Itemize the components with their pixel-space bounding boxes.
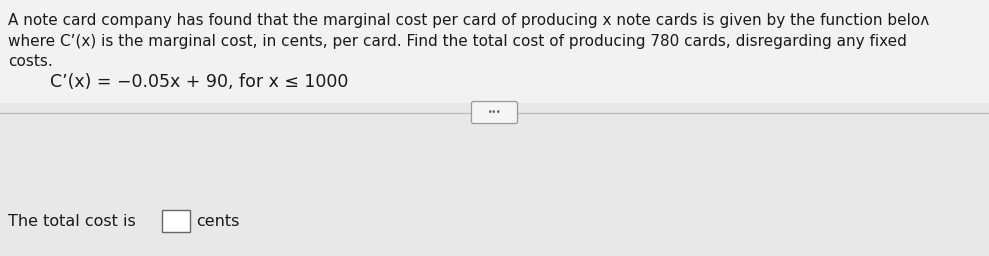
Bar	[0, 0, 989, 108]
FancyBboxPatch shape	[162, 210, 190, 232]
Text: where C’(x) is the marginal cost, in cents, per card. Find the total cost of pro: where C’(x) is the marginal cost, in cen…	[8, 34, 907, 49]
Text: The total cost is: The total cost is	[8, 214, 135, 229]
Text: cents: cents	[196, 214, 239, 229]
Text: A note card company has found that the marginal cost per card of producing x not: A note card company has found that the m…	[8, 13, 930, 28]
FancyBboxPatch shape	[472, 102, 517, 123]
Bar	[0, 102, 989, 256]
Text: •••: •••	[488, 108, 501, 117]
Text: costs.: costs.	[8, 54, 52, 69]
Text: C’(x) = −0.05x + 90, for x ≤ 1000: C’(x) = −0.05x + 90, for x ≤ 1000	[50, 73, 348, 91]
